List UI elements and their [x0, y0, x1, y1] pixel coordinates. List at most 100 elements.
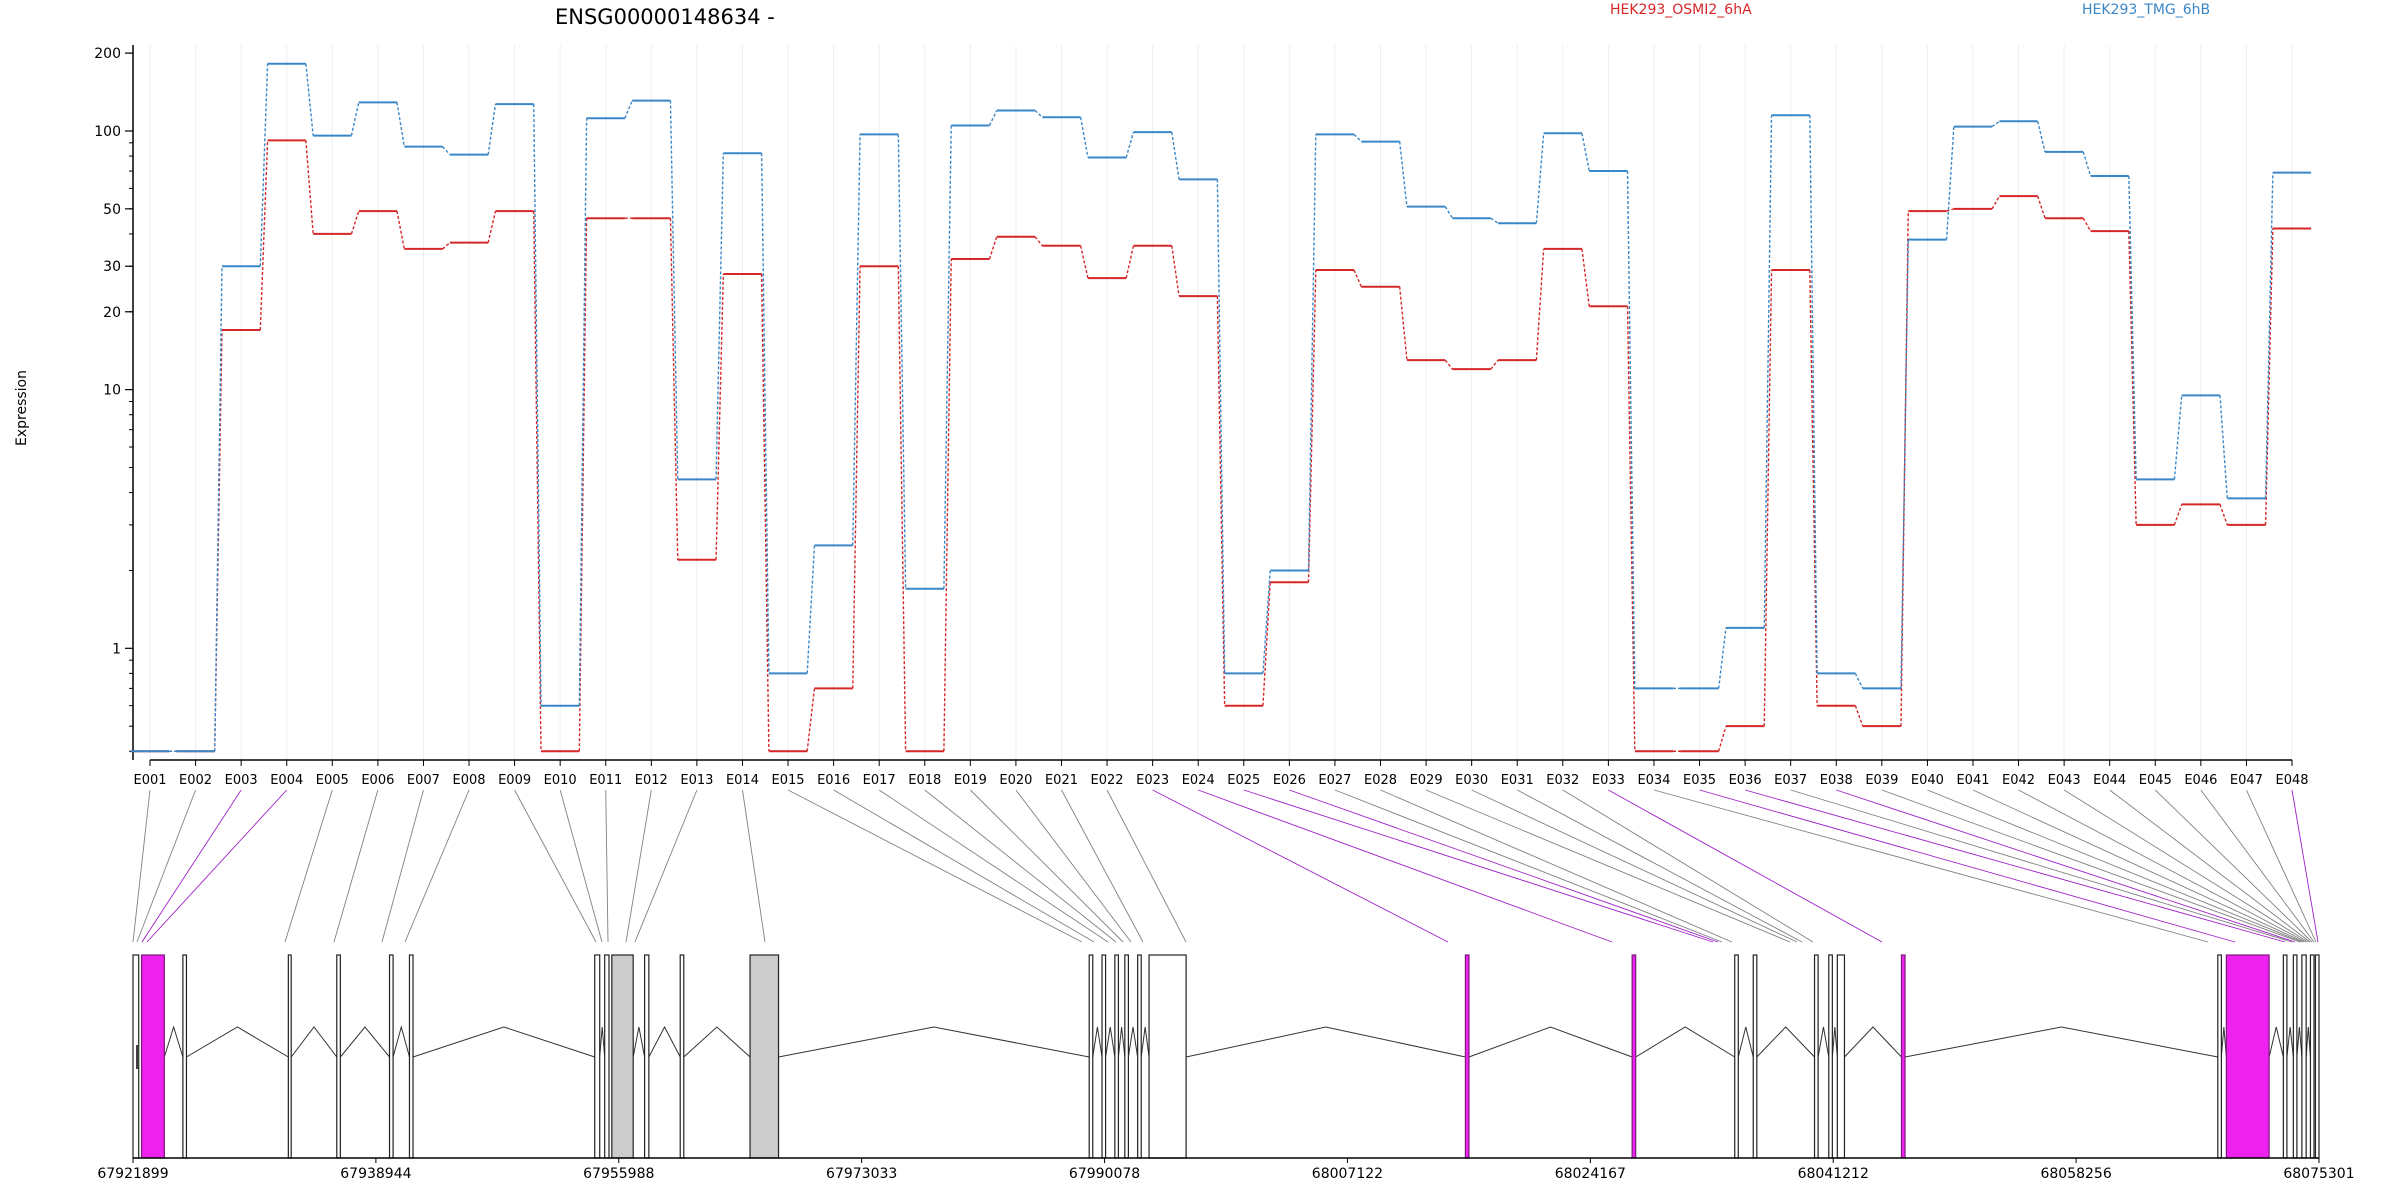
- connector-segment: [259, 140, 269, 331]
- exon: [1101, 954, 1107, 1159]
- exon-label-E045: E045: [2139, 773, 2172, 788]
- connector-segment: [1398, 286, 1408, 361]
- connector-segment: [578, 218, 588, 752]
- exon-label-E030: E030: [1455, 773, 1488, 788]
- intron: [1468, 1026, 1633, 1058]
- connector-segment: [396, 210, 405, 250]
- connector-segment: [1171, 132, 1180, 180]
- connector-segment: [305, 140, 314, 234]
- exon-label-E023: E023: [1136, 773, 1169, 788]
- connector-segment: [1216, 179, 1226, 674]
- intron: [632, 1026, 646, 1058]
- exon: [1114, 954, 1120, 1159]
- connector-segment: [1626, 171, 1636, 689]
- connector-segment: [1763, 270, 1773, 727]
- exon: [604, 954, 610, 1159]
- exon-connector-E030: [1471, 789, 1798, 943]
- connector-segment: [2264, 172, 2274, 499]
- genomic-coordinate-label: 67973033: [826, 1166, 897, 1182]
- exon-connector-E019: [970, 789, 1124, 943]
- exon-connector-E024: [1198, 789, 1613, 943]
- connector-segment: [943, 125, 952, 589]
- connector-segment: [1034, 236, 1043, 247]
- connector-segment: [1854, 673, 1864, 689]
- x-axis: E001 E002 E003 E004 E005 E006 E007 E008 E009 E010…: [133, 759, 2309, 788]
- exon-connector-E039: [1881, 789, 2301, 943]
- exon-connector-E001: [132, 789, 151, 943]
- exon-label-E005: E005: [316, 773, 349, 788]
- connector-segment: [1535, 248, 1545, 361]
- exon: [1137, 954, 1142, 1159]
- legend-series-osmi2: HEK293_OSMI2_6hA: [1610, 2, 1752, 18]
- intron: [1092, 1026, 1103, 1058]
- exon-label-E038: E038: [1820, 773, 1853, 788]
- legend-series-tmg: HEK293_TMG_6hB: [2082, 2, 2210, 18]
- exon-label-E007: E007: [407, 773, 440, 788]
- exon-connector-E033: [1608, 789, 1883, 943]
- intron: [1844, 1026, 1902, 1058]
- genomic-axis: 67921899 67938944 67955988 67973033 67990078…: [97, 1157, 2355, 1182]
- exon-connector-E012: [625, 789, 652, 943]
- exon-connector-E004: [146, 789, 288, 943]
- y-tick-label: 30: [103, 259, 121, 275]
- significant-exon: [140, 954, 165, 1159]
- exon: [749, 954, 780, 1159]
- exon-label-E046: E046: [2184, 773, 2217, 788]
- exon-label-E020: E020: [999, 773, 1032, 788]
- connector-segment: [1353, 269, 1363, 287]
- genomic-coordinate-label: 68041212: [1798, 1166, 1869, 1182]
- exon-connector-E040: [1927, 789, 2303, 943]
- intron: [683, 1026, 751, 1058]
- intron: [648, 1025, 681, 1058]
- exon-connector-E020: [1015, 789, 1132, 943]
- connector-segment: [1991, 195, 2001, 210]
- connector-segment: [1125, 131, 1135, 158]
- connector-segment: [806, 688, 816, 752]
- exon-connector-E014: [742, 789, 766, 943]
- connector-segment: [852, 266, 861, 689]
- y-tick-label: 50: [103, 202, 121, 218]
- exon-label-E001: E001: [133, 773, 166, 788]
- exon-connector-E009: [514, 789, 597, 943]
- exon-label-E044: E044: [2093, 773, 2126, 788]
- exon-label-E025: E025: [1227, 773, 1260, 788]
- exon: [287, 954, 292, 1159]
- connector-segment: [487, 104, 497, 155]
- exon-connector-E038: [1836, 789, 2296, 943]
- connector-segment: [2173, 395, 2183, 480]
- exon-label-E009: E009: [498, 773, 531, 788]
- significant-exon: [1900, 954, 1906, 1159]
- exon-connector-E023: [1152, 789, 1449, 943]
- connector-segment: [1626, 306, 1636, 752]
- series-lines: [130, 62, 2312, 753]
- connector-segment: [1079, 117, 1089, 158]
- series-HEK293_OSMI2_6hA: [130, 139, 2312, 753]
- exon: [611, 954, 634, 1159]
- exon-label-E002: E002: [179, 773, 212, 788]
- exon-label-E026: E026: [1273, 773, 1306, 788]
- genomic-coordinate-label: 68024167: [1555, 1166, 1626, 1182]
- exon-connector-E008: [404, 789, 470, 943]
- connector-segment: [1900, 211, 1909, 727]
- exon-label-E031: E031: [1501, 773, 1534, 788]
- exon: [1813, 954, 1819, 1159]
- exon-connector-E037: [1790, 789, 2293, 943]
- connector-segment: [1079, 245, 1089, 279]
- genomic-coordinate-label: 67955988: [583, 1166, 654, 1182]
- exon-connector-E034: [1653, 789, 2209, 943]
- connector-segment: [715, 273, 725, 560]
- exon-label-E035: E035: [1683, 773, 1716, 788]
- connector-segment: [1490, 359, 1499, 370]
- exon-label-E041: E041: [1956, 773, 1989, 788]
- connector-segment: [1945, 126, 1955, 240]
- exon-connector-E015: [787, 789, 1083, 943]
- genomic-coordinate-label: 68007122: [1312, 1166, 1383, 1182]
- exon-connector-E026: [1289, 789, 1719, 943]
- exon-connector-E036: [1744, 789, 2286, 943]
- intron: [1904, 1026, 2218, 1058]
- exon-label-E017: E017: [863, 773, 896, 788]
- genomic-coordinate-label: 67938944: [340, 1166, 411, 1182]
- exon-label-E048: E048: [2275, 773, 2308, 788]
- exon-label-E042: E042: [2002, 773, 2035, 788]
- intron: [1105, 1026, 1116, 1058]
